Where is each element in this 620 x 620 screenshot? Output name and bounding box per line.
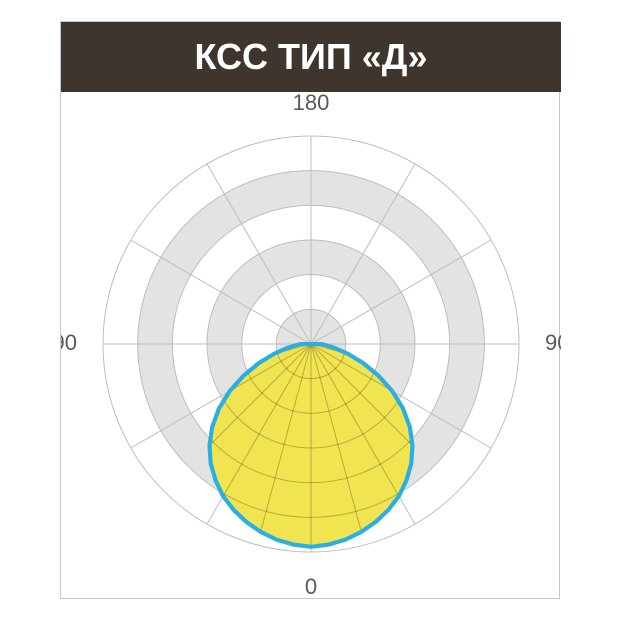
polar-chart: 180 90 0 90 — [61, 92, 561, 600]
diagram-card: КСС ТИП «Д» 180 90 0 90 — [60, 21, 560, 599]
axis-label: 0 — [305, 574, 317, 599]
axis-label: 90 — [61, 330, 77, 355]
card-title: КСС ТИП «Д» — [195, 36, 428, 78]
card-header: КСС ТИП «Д» — [61, 22, 561, 92]
axis-label: 180 — [293, 92, 330, 115]
axis-label: 90 — [545, 330, 561, 355]
page: КСС ТИП «Д» 180 90 0 90 — [0, 0, 620, 620]
